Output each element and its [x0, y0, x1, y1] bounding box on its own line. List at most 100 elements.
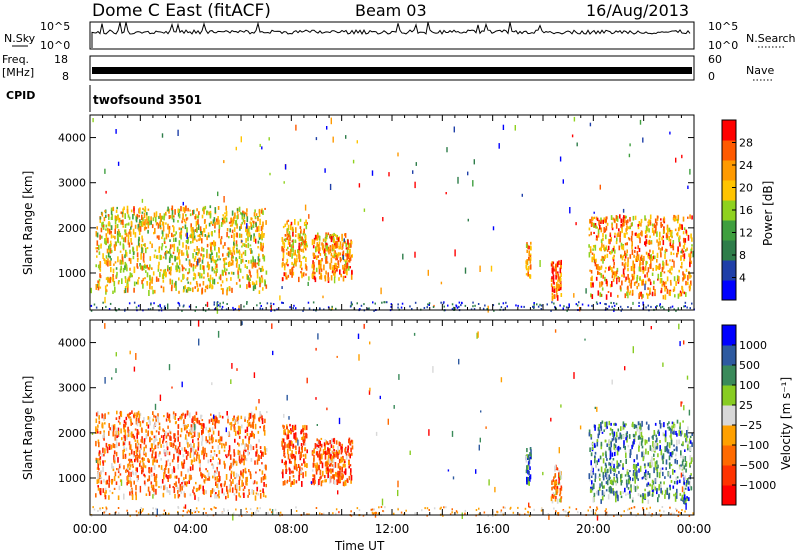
velocity-echo-cell	[204, 475, 206, 478]
velocity-echo-cell	[152, 459, 154, 466]
power-sparse-echo	[216, 301, 218, 308]
power-echo-cell	[553, 290, 555, 293]
velocity-echo-cell	[124, 424, 127, 428]
power-ground-scatter	[502, 302, 505, 305]
velocity-echo-cell	[527, 464, 529, 470]
velocity-echo-cell	[249, 444, 251, 448]
velocity-echo-cell	[241, 482, 243, 487]
power-echo-cell	[218, 224, 221, 230]
power-echo-cell	[312, 245, 315, 249]
velocity-echo-cell	[291, 450, 293, 454]
power-echo-cell	[669, 289, 672, 292]
velocity-echo-cell	[311, 451, 314, 455]
velocity-echo-cell	[138, 455, 141, 459]
velocity-echo-cell	[162, 435, 165, 441]
velocity-echo-cell	[344, 463, 346, 468]
power-echo-cell	[122, 225, 124, 228]
velocity-echo-cell	[237, 449, 240, 455]
velocity-echo-cell	[104, 491, 106, 497]
velocity-echo-cell	[154, 421, 157, 427]
power-echo-cell	[299, 233, 301, 237]
power-echo-cell	[254, 209, 256, 213]
velocity-echo-cell	[157, 413, 159, 417]
power-echo-cell	[631, 245, 633, 250]
power-echo-cell	[196, 289, 199, 292]
velocity-echo-cell	[95, 418, 98, 423]
velocity-echo-cell	[117, 457, 119, 463]
power-echo-cell	[110, 216, 113, 220]
power-echo-cell	[187, 207, 189, 212]
power-echo-cell	[627, 289, 629, 293]
velocity-echo-cell	[334, 452, 336, 455]
velocity-echo-cell	[602, 452, 604, 457]
velocity-echo-cell	[298, 446, 301, 452]
power-ground-scatter	[576, 304, 579, 307]
velocity-echo-cell	[233, 452, 236, 456]
velocity-ground-scatter	[512, 511, 515, 514]
power-echo-cell	[283, 242, 286, 249]
velocity-sparse-echo	[198, 338, 200, 346]
velocity-echo-cell	[163, 485, 165, 491]
power-echo-cell	[122, 267, 125, 273]
velocity-echo-cell	[172, 413, 175, 419]
power-echo-cell	[252, 261, 255, 267]
power-ground-scatter	[461, 301, 463, 304]
power-echo-cell	[664, 253, 666, 259]
power-ground-scatter	[523, 305, 525, 308]
velocity-sparse-echo	[310, 481, 313, 484]
power-echo-cell	[330, 275, 333, 281]
power-echo-cell	[150, 220, 152, 225]
power-echo-cell	[198, 238, 200, 242]
power-echo-cell	[666, 227, 669, 231]
velocity-echo-cell	[202, 428, 204, 433]
power-echo-cell	[161, 230, 164, 235]
velocity-echo-cell	[350, 475, 353, 481]
power-ground-scatter	[599, 302, 601, 305]
power-echo-cell	[327, 272, 329, 279]
power-echo-cell	[113, 281, 116, 287]
power-echo-cell	[245, 226, 247, 233]
power-echo-cell	[333, 242, 336, 246]
velocity-echo-cell	[292, 443, 295, 448]
power-echo-cell	[640, 255, 643, 261]
velocity-echo-cell	[199, 467, 201, 472]
velocity-echo-cell	[604, 421, 606, 427]
power-echo-cell	[108, 248, 111, 254]
velocity-echo-cell	[590, 489, 593, 493]
velocity-echo-cell	[689, 435, 692, 438]
power-echo-cell	[141, 214, 143, 220]
velocity-echo-cell	[129, 464, 132, 468]
power-echo-cell	[291, 272, 293, 278]
velocity-echo-cell	[199, 484, 202, 489]
velocity-echo-cell	[252, 423, 254, 429]
velocity-echo-cell	[102, 447, 104, 453]
velocity-echo-cell	[622, 463, 624, 468]
power-sparse-echo	[284, 164, 287, 170]
velocity-echo-cell	[351, 452, 353, 456]
power-echo-cell	[552, 278, 555, 284]
power-echo-cell	[243, 220, 246, 225]
velocity-ground-scatter	[257, 510, 260, 513]
power-echo-cell	[639, 291, 641, 296]
velocity-sparse-echo	[452, 476, 455, 480]
power-echo-cell	[617, 276, 620, 279]
power-echo-cell	[631, 273, 633, 277]
power-sparse-echo	[332, 136, 334, 143]
velocity-echo-cell	[201, 419, 204, 422]
power-ground-scatter	[667, 310, 670, 312]
power-echo-cell	[689, 252, 692, 259]
velocity-echo-cell	[675, 453, 677, 457]
velocity-echo-cell	[173, 433, 175, 439]
power-echo-cell	[206, 243, 209, 248]
velocity-echo-cell	[111, 491, 114, 495]
power-echo-cell	[550, 283, 553, 287]
power-echo-cell	[121, 256, 124, 262]
power-echo-cell	[209, 281, 211, 288]
velocity-echo-cell	[618, 436, 620, 440]
power-echo-cell	[602, 233, 604, 238]
power-echo-cell	[205, 285, 207, 289]
velocity-echo-cell	[301, 447, 303, 453]
power-echo-cell	[126, 209, 129, 214]
velocity-sparse-echo	[397, 489, 399, 497]
velocity-echo-cell	[112, 425, 115, 432]
